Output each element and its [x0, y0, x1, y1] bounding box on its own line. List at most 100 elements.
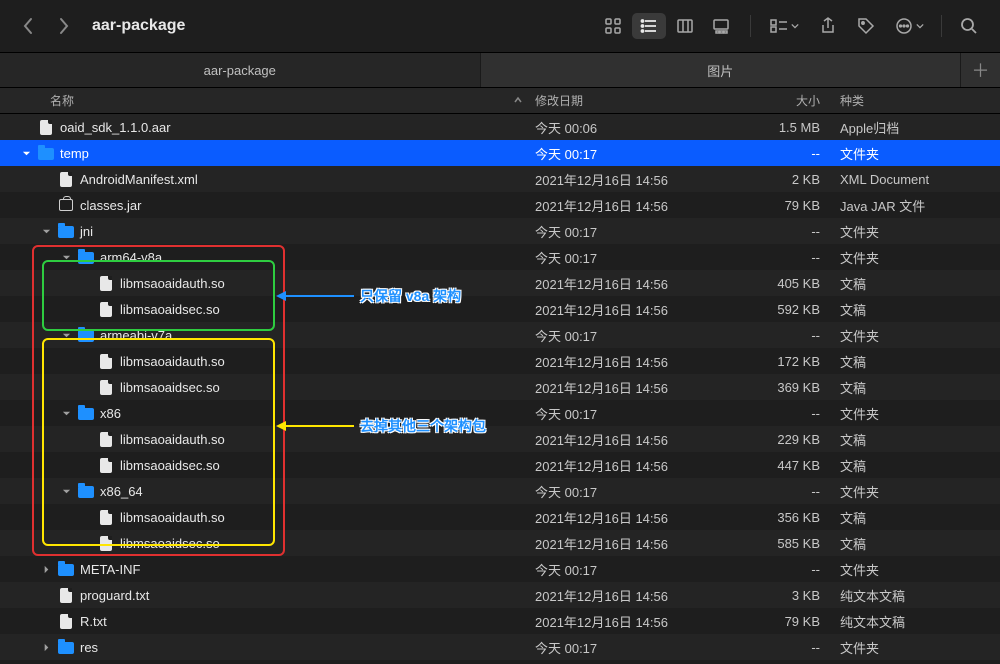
- file-name: res: [80, 640, 98, 655]
- tab-add-button[interactable]: ＋: [960, 53, 1000, 87]
- file-date: 今天 00:17: [535, 404, 725, 423]
- file-size: --: [725, 640, 840, 655]
- disclosure-triangle: [80, 511, 92, 523]
- action-button[interactable]: [887, 13, 931, 39]
- file-date: 今天 00:17: [535, 638, 725, 657]
- folder-icon: [78, 327, 94, 343]
- col-header-date[interactable]: 修改日期: [535, 92, 725, 109]
- file-row[interactable]: proguard.txt2021年12月16日 14:563 KB纯文本文稿: [0, 582, 1000, 608]
- disclosure-triangle: [40, 173, 52, 185]
- file-size: 369 KB: [725, 380, 840, 395]
- file-icon: [98, 275, 114, 291]
- search-button[interactable]: [952, 13, 986, 39]
- folder-icon: [78, 405, 94, 421]
- disclosure-triangle: [80, 537, 92, 549]
- file-row[interactable]: libmsaoaidsec.so2021年12月16日 14:56369 KB文…: [0, 374, 1000, 400]
- disclosure-triangle: [40, 589, 52, 601]
- disclosure-triangle[interactable]: [40, 225, 52, 237]
- col-header-name[interactable]: 名称: [0, 92, 535, 109]
- col-header-size[interactable]: 大小: [725, 92, 840, 109]
- file-row[interactable]: temp今天 00:17--文件夹: [0, 140, 1000, 166]
- file-name: oaid_sdk_1.1.0.aar: [60, 120, 171, 135]
- file-size: 229 KB: [725, 432, 840, 447]
- file-size: 2 KB: [725, 172, 840, 187]
- file-size: --: [725, 146, 840, 161]
- file-name: META-INF: [80, 562, 140, 577]
- file-name: classes.jar: [80, 198, 141, 213]
- file-row[interactable]: armeabi-v7a今天 00:17--文件夹: [0, 322, 1000, 348]
- list-view-button[interactable]: [632, 13, 666, 39]
- folder-icon: [58, 223, 74, 239]
- disclosure-triangle[interactable]: [60, 251, 72, 263]
- col-header-kind[interactable]: 种类: [840, 92, 1000, 109]
- disclosure-triangle[interactable]: [20, 147, 32, 159]
- disclosure-triangle: [80, 355, 92, 367]
- file-row[interactable]: x86_64今天 00:17--文件夹: [0, 478, 1000, 504]
- file-row[interactable]: arm64-v8a今天 00:17--文件夹: [0, 244, 1000, 270]
- share-button[interactable]: [811, 13, 845, 39]
- column-view-button[interactable]: [668, 13, 702, 39]
- file-row[interactable]: libmsaoaidsec.so2021年12月16日 14:56585 KB文…: [0, 530, 1000, 556]
- file-kind: 文稿: [840, 378, 1000, 397]
- file-row[interactable]: libmsaoaidauth.so 2021年12月16日 14:56356 KB…: [0, 504, 1000, 530]
- file-row[interactable]: libmsaoaidauth.so2021年12月16日 14:56229 KB…: [0, 426, 1000, 452]
- file-name: libmsaoaidsec.so: [120, 380, 220, 395]
- file-date: 2021年12月16日 14:56: [535, 508, 725, 527]
- file-date: 2021年12月16日 14:56: [535, 300, 725, 319]
- file-row[interactable]: res今天 00:17--文件夹: [0, 634, 1000, 660]
- group-button[interactable]: [761, 13, 807, 39]
- forward-button[interactable]: [50, 12, 78, 40]
- file-kind: 纯文本文稿: [840, 612, 1000, 631]
- tag-button[interactable]: [849, 13, 883, 39]
- file-row[interactable]: R.txt2021年12月16日 14:5679 KB纯文本文稿: [0, 608, 1000, 634]
- file-row[interactable]: oaid_sdk_1.1.0.aar今天 00:061.5 MBApple归档: [0, 114, 1000, 140]
- file-kind: 纯文本文稿: [840, 586, 1000, 605]
- file-row[interactable]: x86今天 00:17--文件夹: [0, 400, 1000, 426]
- file-kind: 文件夹: [840, 482, 1000, 501]
- file-icon: [98, 353, 114, 369]
- file-kind: 文稿: [840, 456, 1000, 475]
- file-size: 79 KB: [725, 198, 840, 213]
- file-date: 2021年12月16日 14:56: [535, 352, 725, 371]
- file-row[interactable]: libmsaoaidauth.so2021年12月16日 14:56172 KB…: [0, 348, 1000, 374]
- file-row[interactable]: jni今天 00:17--文件夹: [0, 218, 1000, 244]
- file-row[interactable]: META-INF今天 00:17--文件夹: [0, 556, 1000, 582]
- disclosure-triangle[interactable]: [60, 407, 72, 419]
- disclosure-triangle[interactable]: [40, 641, 52, 653]
- gallery-view-button[interactable]: [704, 13, 738, 39]
- file-kind: 文件夹: [840, 326, 1000, 345]
- icon-view-button[interactable]: [596, 13, 630, 39]
- back-button[interactable]: [14, 12, 42, 40]
- file-row[interactable]: libmsaoaidauth.so2021年12月16日 14:56405 KB…: [0, 270, 1000, 296]
- file-size: --: [725, 328, 840, 343]
- tab-active[interactable]: aar-package: [0, 53, 480, 87]
- file-kind: 文稿: [840, 508, 1000, 527]
- file-row[interactable]: libmsaoaidsec.so2021年12月16日 14:56592 KB文…: [0, 296, 1000, 322]
- file-name: x86_64: [100, 484, 143, 499]
- file-size: 356 KB: [725, 510, 840, 525]
- file-name: jni: [80, 224, 93, 239]
- disclosure-triangle[interactable]: [60, 485, 72, 497]
- disclosure-triangle: [80, 277, 92, 289]
- file-size: --: [725, 224, 840, 239]
- file-date: 2021年12月16日 14:56: [535, 274, 725, 293]
- file-icon: [98, 457, 114, 473]
- file-size: 585 KB: [725, 536, 840, 551]
- file-name: libmsaoaidauth.so: [120, 354, 225, 369]
- disclosure-triangle[interactable]: [40, 563, 52, 575]
- file-row[interactable]: AndroidManifest.xml2021年12月16日 14:562 KB…: [0, 166, 1000, 192]
- disclosure-triangle: [20, 121, 32, 133]
- file-kind: 文稿: [840, 300, 1000, 319]
- file-kind: 文稿: [840, 352, 1000, 371]
- file-row[interactable]: libmsaoaidsec.so2021年12月16日 14:56447 KB文…: [0, 452, 1000, 478]
- file-icon: [98, 379, 114, 395]
- tab-inactive[interactable]: 图片: [480, 53, 961, 87]
- folder-icon: [78, 483, 94, 499]
- file-kind: 文件夹: [840, 404, 1000, 423]
- file-name: libmsaoaidauth.so: [120, 510, 225, 525]
- file-size: 3 KB: [725, 588, 840, 603]
- file-row[interactable]: classes.jar2021年12月16日 14:5679 KBJava JA…: [0, 192, 1000, 218]
- file-kind: 文件夹: [840, 144, 1000, 163]
- disclosure-triangle[interactable]: [60, 329, 72, 341]
- folder-icon: [58, 561, 74, 577]
